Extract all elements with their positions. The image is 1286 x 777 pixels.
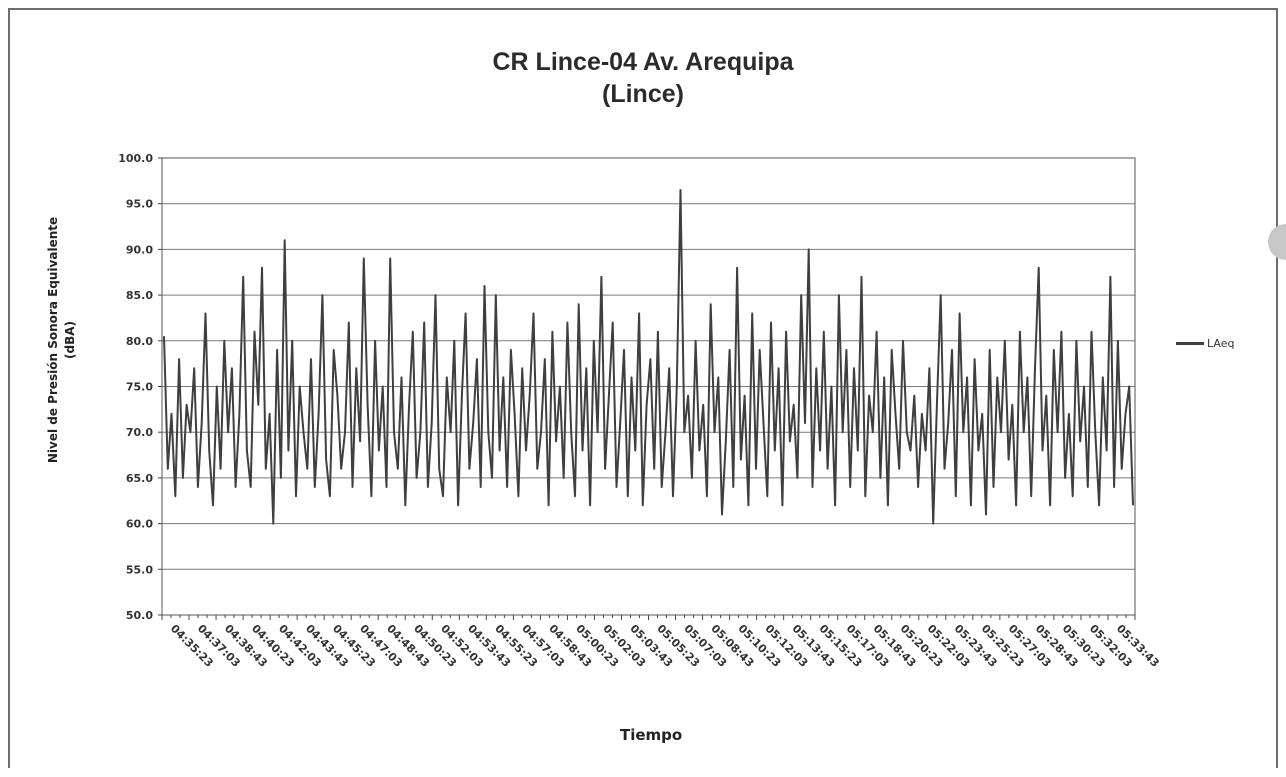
y-tick-label: 60.0 <box>126 518 153 531</box>
y-tick-label: 70.0 <box>126 426 153 439</box>
scroll-knob <box>1268 224 1286 260</box>
y-tick-label: 85.0 <box>126 289 153 302</box>
legend-label: LAeq <box>1207 337 1235 350</box>
series-line-laeq <box>163 189 1134 525</box>
y-tick-label: 80.0 <box>126 335 153 348</box>
y-tick-label: 50.0 <box>126 609 153 622</box>
legend: LAeq <box>1176 337 1234 350</box>
y-tick-label: 75.0 <box>126 381 153 394</box>
chart-title: CR Lince-04 Av. Arequipa <box>492 48 794 76</box>
y-tick-label: 55.0 <box>126 563 153 576</box>
chart-subtitle: (Lince) <box>602 80 684 108</box>
y-tick-label: 95.0 <box>126 198 153 211</box>
chart-frame <box>8 8 1278 768</box>
y-tick-label: 65.0 <box>126 472 153 485</box>
y-tick-label: 100.0 <box>118 152 153 165</box>
legend-swatch <box>1176 342 1204 345</box>
x-axis-label: Tiempo <box>620 726 683 744</box>
y-tick-label: 90.0 <box>126 243 153 256</box>
